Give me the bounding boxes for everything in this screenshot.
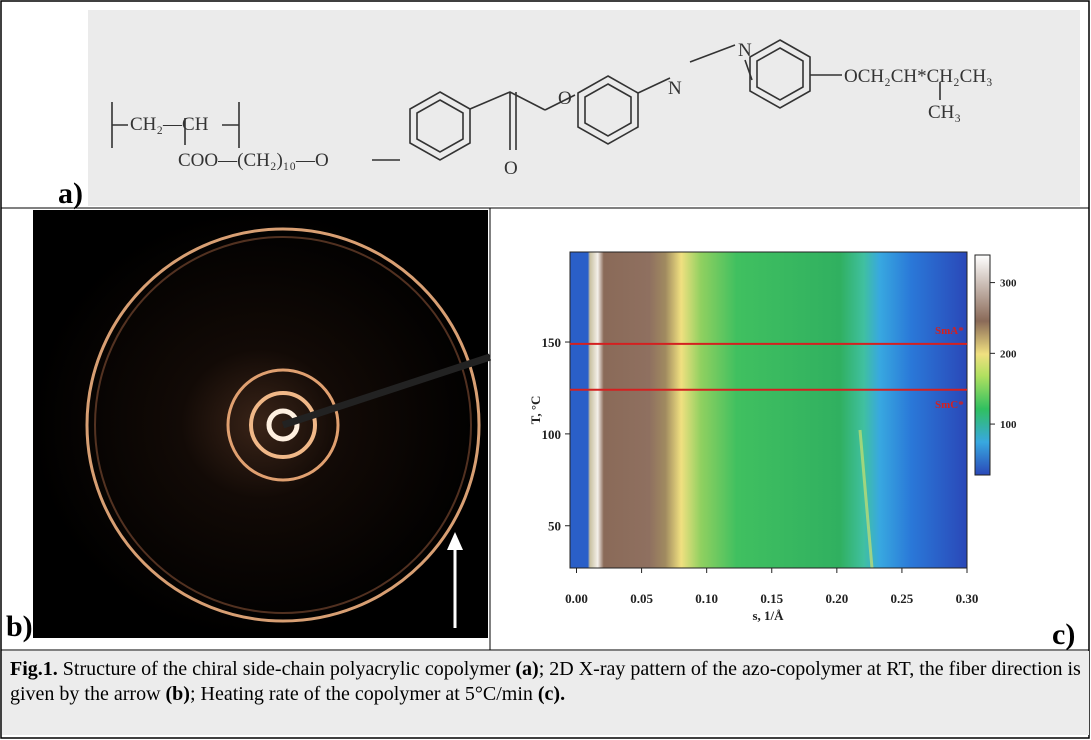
y-axis-label: T, °C bbox=[528, 396, 543, 425]
heatmap-image bbox=[570, 252, 967, 568]
x-tick-label: 0.05 bbox=[630, 591, 653, 606]
x-axis-label: s, 1/Å bbox=[752, 608, 784, 623]
formula-azo-n: N bbox=[738, 40, 752, 61]
caption-bold: (a) bbox=[515, 658, 538, 680]
y-tick-label: 100 bbox=[542, 427, 562, 442]
colorbar-tick-label: 100 bbox=[1000, 419, 1017, 431]
transition-label: SmC* bbox=[935, 399, 964, 411]
caption-bold: Fig.1. bbox=[10, 658, 58, 680]
transition-label: SmA* bbox=[935, 325, 964, 337]
heatmap-panel: T, °C s, 1/Å c) 0.00 0.05 0.10 0.15 0.20 0.25… bbox=[528, 252, 1075, 651]
formula-backbone: CH₂—CH bbox=[130, 114, 209, 135]
caption: Fig.1. Structure of the chiral side-chai… bbox=[2, 651, 1089, 735]
structure-panel: CH₂—CH COO—(CH₂)₁₀—O O O N N OCH₂CH*CH₂C… bbox=[58, 10, 1080, 210]
colorbar bbox=[975, 255, 990, 475]
x-tick-label: 0.25 bbox=[891, 591, 914, 606]
caption-bold: . bbox=[560, 683, 565, 705]
xray-image bbox=[33, 210, 488, 638]
y-tick-label: 50 bbox=[548, 519, 561, 534]
y-tick-label: 150 bbox=[542, 335, 562, 350]
caption-text: Structure of the chiral side-chain polya… bbox=[58, 658, 516, 680]
panel-label: c) bbox=[1052, 618, 1075, 651]
x-tick-label: 0.30 bbox=[956, 591, 979, 606]
formula-ester: COO—(CH₂)₁₀—O bbox=[178, 150, 329, 171]
panel-label: b) bbox=[6, 610, 33, 643]
x-tick-label: 0.15 bbox=[760, 591, 783, 606]
x-tick-label: 0.10 bbox=[695, 591, 718, 606]
formula-ester-o: O bbox=[558, 88, 572, 109]
caption-bold: (b) bbox=[166, 683, 190, 705]
xray-panel: b) bbox=[6, 210, 490, 643]
page: {"panel_a": {"label": "a)", "formula": {… bbox=[0, 0, 1091, 740]
caption-text: ; Heating rate of the copolymer at 5°C/m… bbox=[190, 683, 538, 705]
colorbar-tick-label: 300 bbox=[1000, 278, 1017, 290]
panel-label: a) bbox=[58, 177, 83, 210]
formula-carbonyl-o: O bbox=[504, 158, 518, 179]
x-tick-label: 0.00 bbox=[565, 591, 588, 606]
formula-azo-n: N bbox=[668, 78, 682, 99]
formula-methyl: CH₃ bbox=[928, 102, 961, 123]
colorbar-tick-label: 200 bbox=[1000, 348, 1017, 360]
caption-bold: (c) bbox=[538, 683, 560, 705]
figure: CH₂—CH COO—(CH₂)₁₀—O O O N N OCH₂CH*CH₂C… bbox=[0, 0, 1091, 740]
x-tick-label: 0.20 bbox=[825, 591, 848, 606]
formula-tail: OCH₂CH*CH₂CH₃ bbox=[844, 66, 993, 87]
